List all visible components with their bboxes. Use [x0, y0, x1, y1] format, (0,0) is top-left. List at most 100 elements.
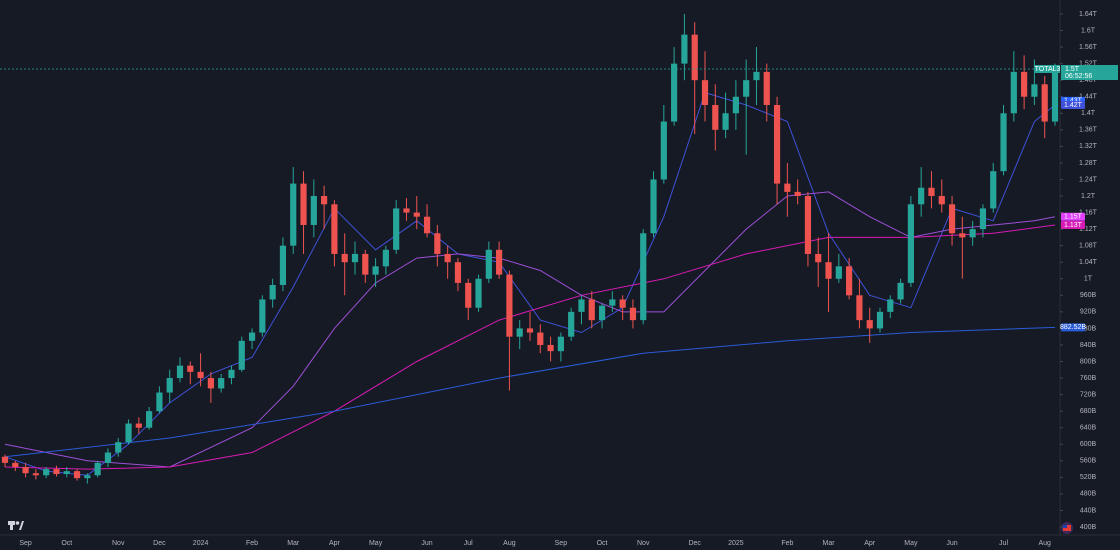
x-tick-label: Apr	[329, 540, 341, 547]
candle-body	[228, 369, 235, 379]
candle-body	[444, 253, 451, 263]
candle-body	[32, 473, 39, 476]
candle-body	[588, 299, 595, 321]
candle-body	[238, 340, 245, 370]
y-tick-label: 400B	[1080, 524, 1097, 531]
candle-body	[403, 208, 410, 213]
x-tick-label: Sep	[555, 540, 568, 547]
candle-body	[650, 179, 657, 234]
x-tick-label: Sep	[19, 540, 32, 547]
candle-body	[876, 311, 884, 329]
candle-body	[73, 471, 81, 479]
candle-body	[804, 196, 812, 254]
candle-body	[856, 295, 863, 321]
candle-body	[794, 191, 801, 197]
candle-body	[43, 469, 50, 476]
candle-body	[701, 80, 709, 105]
candle-body	[207, 378, 214, 389]
moving-average-line	[4, 326, 1056, 458]
candle-body	[321, 196, 328, 205]
price-badge-label: 1.42T	[1064, 102, 1083, 109]
candle-body	[63, 471, 70, 475]
candle-body	[1, 456, 9, 463]
candle-body	[732, 96, 739, 114]
candle-body	[393, 208, 400, 250]
candle-body	[990, 171, 997, 209]
y-tick-label: 800B	[1080, 358, 1097, 365]
price-badge	[1061, 100, 1085, 109]
candle-body	[578, 299, 585, 312]
candle-body	[362, 253, 369, 275]
x-tick-label: May	[369, 540, 383, 547]
candle-body	[485, 249, 492, 279]
y-tick-label: 1.28T	[1079, 160, 1098, 167]
candle-body	[382, 249, 389, 267]
candle-body	[722, 113, 729, 130]
x-tick-label: 2025	[728, 540, 744, 547]
candle-body	[918, 187, 925, 205]
price-badge-label: 1.13T	[1064, 222, 1083, 229]
candle-body	[743, 80, 750, 97]
candle-body	[629, 307, 637, 321]
x-tick-label: Oct	[61, 540, 72, 547]
x-tick-label: Dec	[153, 540, 166, 547]
y-tick-label: 1.2T	[1081, 193, 1096, 200]
x-tick-label: Aug	[503, 540, 516, 547]
price-badge-label: 882.52B	[1060, 324, 1086, 331]
candle-body	[712, 104, 719, 130]
y-tick-label: 560B	[1080, 458, 1097, 465]
x-tick-label: Jul	[999, 540, 1008, 547]
candle-body	[496, 249, 503, 275]
candle-body	[835, 266, 842, 279]
candle-body	[640, 233, 647, 321]
y-tick-label: 1.36T	[1079, 127, 1098, 134]
candle-body	[248, 332, 256, 341]
candle-body	[12, 462, 19, 468]
candle-body	[516, 328, 523, 337]
x-tick-label: Feb	[246, 540, 258, 547]
flag-icon[interactable]	[1061, 522, 1073, 534]
y-tick-label: 680B	[1080, 408, 1097, 415]
countdown-label: 06:52:56	[1065, 73, 1092, 80]
candle-body	[681, 34, 688, 64]
candle-body	[1010, 71, 1017, 114]
y-tick-label: 1.56T	[1079, 44, 1098, 51]
y-tick-label: 640B	[1080, 425, 1097, 432]
candle-body	[846, 266, 853, 296]
candle-body	[784, 183, 791, 192]
candle-body	[773, 104, 781, 184]
y-tick-label: 720B	[1080, 391, 1097, 398]
y-tick-label: 1.48T	[1079, 77, 1098, 84]
candle-body	[300, 183, 307, 225]
price-badge	[1061, 220, 1085, 229]
candle-body	[259, 299, 266, 333]
candle-body	[938, 196, 945, 205]
x-tick-label: Feb	[781, 540, 793, 547]
x-tick-label: May	[904, 540, 918, 547]
x-tick-label: Mar	[822, 540, 835, 547]
candle-body	[928, 187, 935, 197]
y-tick-label: 920B	[1080, 309, 1097, 316]
candle-body	[557, 336, 564, 352]
candle-body	[331, 204, 338, 254]
x-tick-label: Oct	[597, 540, 608, 547]
x-tick-label: Mar	[287, 540, 300, 547]
y-tick-label: 1.12T	[1079, 226, 1098, 233]
y-tick-label: 440B	[1080, 507, 1097, 514]
x-tick-label: Nov	[637, 540, 650, 547]
candle-body	[959, 233, 966, 238]
candle-body	[94, 462, 101, 476]
candle-body	[341, 253, 348, 263]
candle-body	[815, 253, 822, 263]
candle-body	[22, 467, 29, 474]
candle-body	[887, 299, 894, 312]
candle-body	[423, 216, 431, 234]
candle-body	[948, 204, 956, 234]
candle-body	[135, 423, 142, 428]
candle-body	[475, 278, 482, 308]
y-tick-label: 1.32T	[1079, 143, 1098, 150]
x-tick-label: Jun	[421, 540, 432, 547]
y-tick-label: 1.24T	[1079, 176, 1098, 183]
y-tick-label: 480B	[1080, 491, 1097, 498]
y-tick-label: 1.04T	[1079, 259, 1098, 266]
